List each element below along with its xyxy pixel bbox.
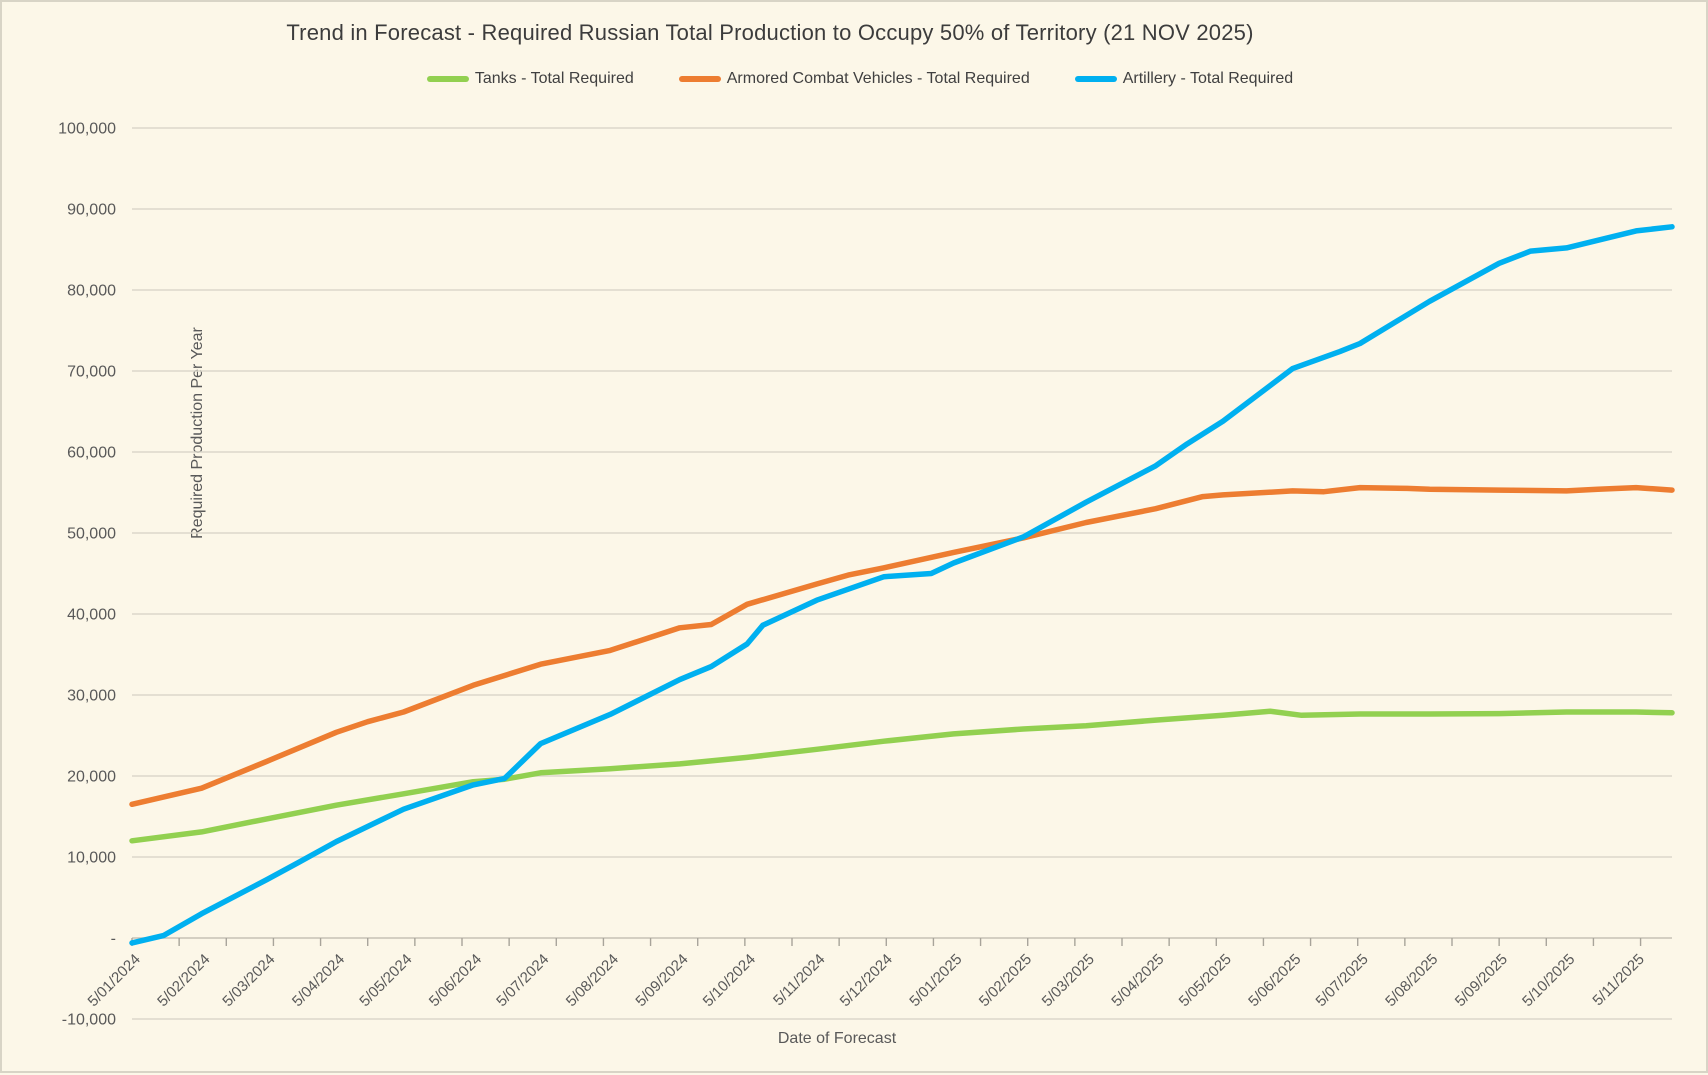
x-tick-label: 5/06/2024 — [426, 951, 485, 1010]
x-tick-label: 5/03/2024 — [219, 951, 278, 1010]
chart-title: Trend in Forecast - Required Russian Tot… — [286, 20, 1254, 45]
x-tick-label: 5/08/2025 — [1382, 951, 1441, 1010]
y-tick-label: -10,000 — [62, 1012, 116, 1029]
y-tick-label: 10,000 — [67, 850, 116, 867]
x-tick-label: 5/10/2024 — [700, 951, 759, 1010]
y-tick-label: 70,000 — [67, 364, 116, 381]
y-tick-label: 60,000 — [67, 445, 116, 462]
series-line-tanks[interactable] — [129, 708, 1675, 844]
x-axis-title: Date of Forecast — [777, 1030, 897, 1047]
y-tick-label: 80,000 — [67, 283, 116, 300]
y-tick-label: 40,000 — [67, 607, 116, 624]
acv-series-swatch-icon — [678, 76, 721, 82]
y-tick-label: 30,000 — [67, 688, 116, 705]
y-tick-label: 50,000 — [67, 526, 116, 543]
x-tick-label: 5/02/2025 — [976, 951, 1035, 1010]
x-tick-label: 5/03/2025 — [1039, 951, 1098, 1010]
legend: Tanks - Total Required Armored Combat Ve… — [2, 70, 1708, 88]
tanks-series-swatch-icon — [426, 76, 469, 82]
x-tick-label: 5/09/2025 — [1452, 951, 1511, 1010]
legend-label: Tanks - Total Required — [474, 70, 634, 87]
x-tick-label: 5/11/2025 — [1589, 951, 1647, 1009]
y-tick-label: - — [111, 931, 116, 948]
x-tick-label: 5/04/2025 — [1108, 951, 1167, 1010]
y-tick-label: 20,000 — [67, 769, 116, 786]
x-tick-label: 5/01/2025 — [906, 951, 965, 1010]
legend-item-tanks[interactable]: Tanks - Total Required — [426, 70, 634, 88]
artillery-series-swatch-icon — [1074, 76, 1117, 82]
x-tick-label: 5/04/2024 — [289, 951, 348, 1010]
x-tick-label: 5/05/2024 — [356, 951, 415, 1010]
y-tick-label: 100,000 — [58, 121, 116, 138]
legend-label: Artillery - Total Required — [1122, 70, 1294, 87]
x-tick-label: 5/08/2024 — [563, 951, 622, 1010]
x-tick-label: 5/09/2024 — [632, 951, 691, 1010]
legend-item-artillery[interactable]: Artillery - Total Required — [1074, 70, 1294, 88]
legend-label: Armored Combat Vehicles - Total Required — [726, 70, 1030, 87]
y-tick-label: 90,000 — [67, 202, 116, 219]
x-tick-label: 5/10/2025 — [1519, 951, 1578, 1010]
x-tick-label: 5/07/2025 — [1313, 951, 1372, 1010]
x-tick-label: 5/02/2024 — [154, 951, 213, 1010]
x-tick-label: 5/05/2025 — [1176, 951, 1235, 1010]
x-tick-label: 5/07/2024 — [493, 951, 552, 1010]
series-line-artillery[interactable] — [129, 224, 1675, 946]
series-line-acv[interactable] — [129, 484, 1675, 808]
x-tick-label: 5/12/2024 — [837, 951, 896, 1010]
x-tick-label: 5/11/2024 — [770, 951, 828, 1009]
x-tick-label: 5/01/2024 — [85, 951, 144, 1010]
x-tick-label: 5/06/2025 — [1245, 951, 1304, 1010]
legend-item-acv[interactable]: Armored Combat Vehicles - Total Required — [678, 70, 1030, 88]
